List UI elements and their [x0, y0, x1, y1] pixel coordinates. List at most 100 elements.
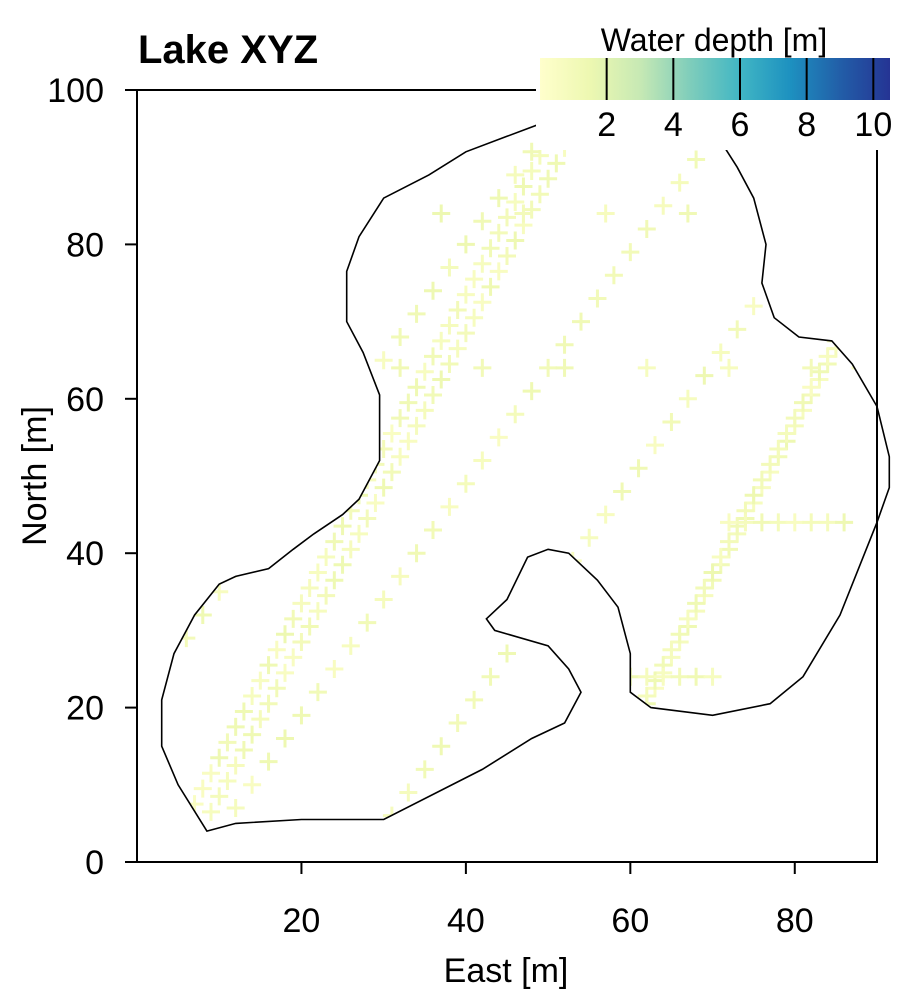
depth-point — [555, 335, 574, 354]
depth-point — [259, 752, 278, 771]
depth-point — [226, 717, 245, 736]
depth-point — [308, 358, 327, 377]
depth-point — [243, 536, 262, 555]
depth-point — [810, 362, 829, 381]
depth-point — [325, 571, 344, 590]
depth-point — [440, 497, 459, 516]
depth-point — [769, 513, 788, 532]
depth-point — [843, 158, 862, 177]
depth-point — [752, 791, 771, 810]
colorbar-tick-label-4: 10 — [854, 106, 892, 144]
depth-point — [703, 563, 722, 582]
y-tick-label-0: 0 — [85, 844, 104, 882]
colorbar-gradient — [540, 58, 890, 100]
depth-point — [202, 764, 220, 783]
depth-point — [530, 598, 549, 617]
y-tick-label-2: 40 — [66, 535, 104, 573]
depth-point — [621, 717, 640, 736]
depth-point — [752, 470, 771, 489]
depth-point — [613, 482, 632, 501]
depth-point — [678, 204, 697, 223]
axes-group: 20 40 60 80 0 20 40 60 80 100 — [47, 72, 813, 940]
depth-point — [234, 208, 253, 227]
depth-point — [629, 702, 648, 721]
depth-point — [193, 779, 212, 798]
depth-point — [210, 90, 229, 107]
colorbar-tick-label-2: 6 — [731, 106, 750, 144]
x-axis-label: East [m] — [444, 952, 569, 990]
depth-point — [720, 532, 738, 551]
depth-point — [744, 486, 763, 505]
depth-point — [432, 331, 451, 350]
depth-point — [341, 501, 360, 520]
depth-point — [448, 301, 467, 320]
depth-point — [391, 328, 410, 347]
depth-point — [662, 640, 681, 659]
depth-point — [522, 382, 541, 401]
depth-point — [646, 671, 664, 690]
depth-point — [670, 667, 689, 686]
depth-point — [456, 324, 475, 343]
depth-point — [506, 405, 525, 424]
depth-point — [415, 401, 434, 420]
depth-point — [752, 513, 771, 532]
depth-point — [432, 737, 451, 756]
depth-point — [498, 246, 516, 265]
depth-point — [300, 617, 319, 636]
depth-point — [498, 644, 516, 663]
depth-point — [382, 463, 401, 482]
depth-point — [210, 748, 229, 767]
depth-point — [818, 513, 837, 532]
depth-point — [489, 262, 508, 281]
depth-point — [300, 578, 319, 597]
depth-point — [646, 436, 664, 455]
depth-point — [785, 513, 804, 532]
depth-point — [407, 378, 426, 397]
depth-point — [317, 586, 336, 605]
depth-point — [687, 594, 706, 613]
depth-point — [621, 243, 640, 262]
depth-point — [794, 227, 812, 246]
depth-point — [276, 729, 294, 748]
depth-point — [391, 409, 410, 428]
depth-point — [399, 393, 418, 412]
depth-point — [563, 551, 582, 570]
depth-point — [522, 200, 541, 219]
depth-point — [596, 771, 615, 790]
y-tick-label-1: 20 — [66, 690, 104, 728]
depth-point — [547, 154, 566, 173]
colorbar-tick-label-0: 2 — [597, 106, 616, 144]
depth-point — [851, 652, 870, 671]
depth-point — [572, 312, 590, 331]
depth-point — [251, 671, 270, 690]
depth-point — [654, 667, 673, 686]
depth-point — [769, 439, 788, 458]
depth-point — [604, 266, 623, 285]
depth-point — [276, 490, 294, 509]
depth-point — [259, 656, 278, 675]
depth-point — [193, 605, 212, 624]
depth-point — [251, 192, 270, 211]
depth-point — [185, 254, 204, 273]
depth-point — [169, 810, 188, 829]
depth-point — [629, 459, 648, 478]
depth-point — [744, 297, 763, 316]
depth-point — [802, 513, 821, 532]
depth-point — [333, 555, 352, 574]
depth-point — [456, 474, 475, 493]
depth-point — [276, 625, 294, 644]
depth-point — [465, 270, 484, 289]
depth-point — [506, 192, 525, 211]
depth-point — [687, 667, 706, 686]
depth-point — [851, 285, 870, 304]
depth-point — [325, 420, 344, 439]
colorbar-ticks: 2 4 6 8 10 — [597, 58, 892, 144]
plot-frame — [136, 89, 878, 863]
depth-point — [341, 540, 360, 559]
depth-point — [588, 667, 607, 686]
depth-point — [473, 358, 492, 377]
depth-point — [514, 204, 533, 223]
depth-point — [588, 779, 607, 798]
depth-point — [440, 316, 459, 335]
depth-point — [407, 544, 426, 563]
